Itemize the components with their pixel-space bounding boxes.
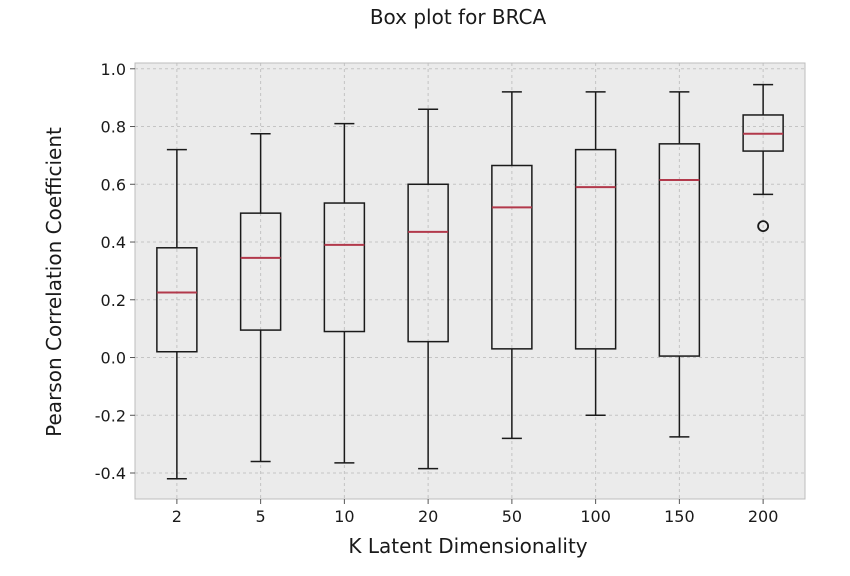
x-tick-label: 5	[256, 507, 266, 526]
x-tick-label: 200	[748, 507, 779, 526]
box-200	[742, 83, 784, 233]
x-tick-label: 10	[334, 507, 354, 526]
box-50	[491, 91, 533, 440]
y-axis-label: Pearson Correlation Coefficient	[42, 127, 66, 437]
y-ticks: -0.4 -0.2 0.0 0.2 0.4 0.6 0.8 1.0	[95, 60, 135, 483]
y-tick-label: 0.6	[101, 175, 126, 194]
x-axis-label: K Latent Dimensionality	[348, 534, 587, 558]
plot-area	[135, 63, 805, 499]
box-iqr	[491, 164, 533, 350]
boxes	[156, 83, 784, 480]
box-iqr	[574, 148, 617, 350]
x-tick-label: 20	[418, 507, 438, 526]
box-5	[239, 132, 282, 463]
box-10	[323, 122, 366, 464]
box-20	[407, 108, 449, 470]
y-tick-label: 0.4	[101, 233, 126, 252]
plot-frame	[134, 62, 806, 500]
x-tick-label: 50	[502, 507, 522, 526]
y-tick-label: 1.0	[101, 60, 126, 79]
y-tick-label: 0.8	[101, 118, 126, 137]
x-tick-label: 150	[664, 507, 695, 526]
x-tick-label: 2	[172, 507, 182, 526]
box-iqr	[239, 212, 282, 331]
y-tick-label: -0.2	[95, 406, 126, 425]
box-iqr	[658, 143, 701, 357]
chart-title: Box plot for BRCA	[370, 5, 547, 29]
box-100	[574, 91, 617, 417]
x-ticks: 2 5 10 20 50 100 150 200	[172, 499, 779, 526]
box-iqr	[156, 247, 198, 353]
box-2	[156, 148, 198, 480]
y-tick-label: 0.0	[101, 349, 126, 368]
box-150	[658, 91, 701, 438]
x-tick-label: 100	[580, 507, 611, 526]
y-tick-label: -0.4	[95, 464, 126, 483]
box-iqr	[323, 202, 366, 333]
y-tick-label: 0.2	[101, 291, 126, 310]
outlier-point	[757, 220, 770, 233]
box-iqr	[407, 183, 449, 343]
